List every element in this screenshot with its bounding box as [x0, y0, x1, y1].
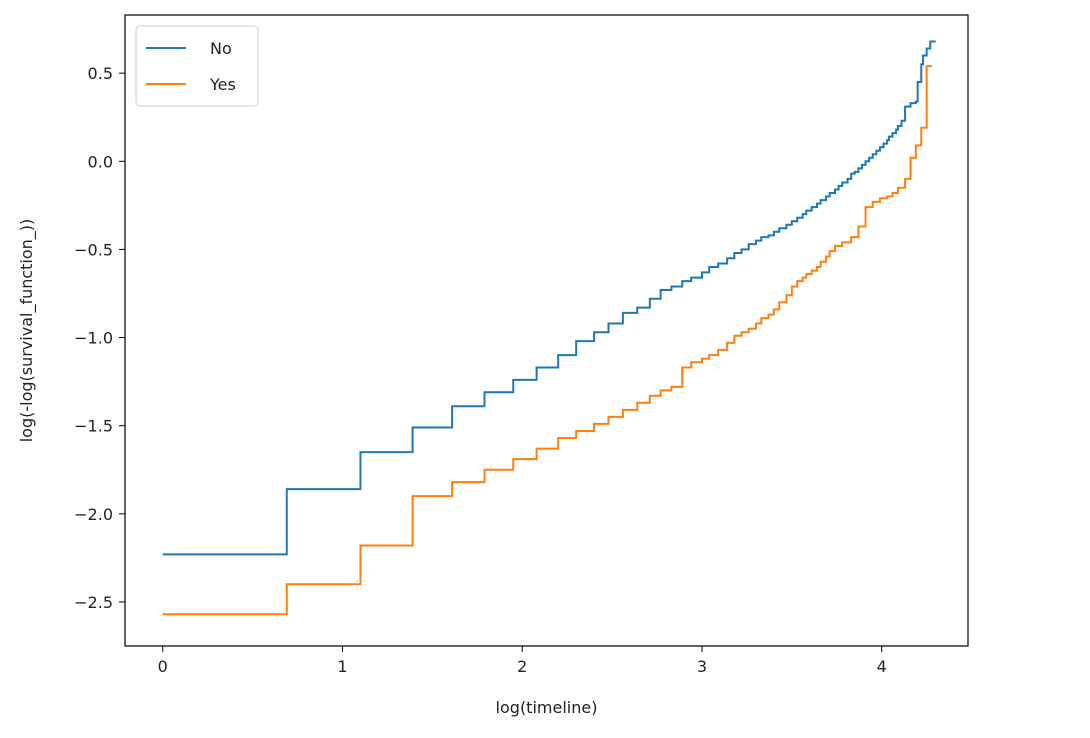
- legend-box: [135, 25, 259, 107]
- y-tick-label: −1.5: [74, 417, 113, 436]
- x-tick-label: 0: [158, 657, 168, 676]
- series-line-yes: [162, 65, 933, 616]
- plot-area: [124, 14, 969, 647]
- x-tick-label: 4: [877, 657, 887, 676]
- y-tick-label: −2.0: [74, 505, 113, 524]
- series-line-no: [162, 40, 936, 556]
- series-layer: [162, 40, 936, 616]
- x-axis-ticks: 0 1 2 3 4: [158, 646, 887, 676]
- axes-frame: [124, 14, 969, 647]
- legend-label-yes: Yes: [209, 75, 236, 94]
- y-tick-label: 0.5: [88, 64, 113, 83]
- x-tick-label: 3: [697, 657, 707, 676]
- y-axis-label: log(-log(survival_function_)): [17, 219, 37, 443]
- x-tick-label: 1: [337, 657, 347, 676]
- y-tick-label: −2.5: [74, 593, 113, 612]
- legend: No Yes: [135, 25, 259, 107]
- y-axis-ticks: −2.5 −2.0 −1.5 −1.0 −0.5 0.0 0.5: [74, 64, 125, 612]
- x-tick-label: 2: [517, 657, 527, 676]
- legend-label-no: No: [210, 39, 232, 58]
- y-tick-label: −0.5: [74, 240, 113, 259]
- x-axis-label: log(timeline): [496, 698, 598, 717]
- y-tick-label: −1.0: [74, 329, 113, 348]
- y-tick-label: 0.0: [88, 152, 113, 171]
